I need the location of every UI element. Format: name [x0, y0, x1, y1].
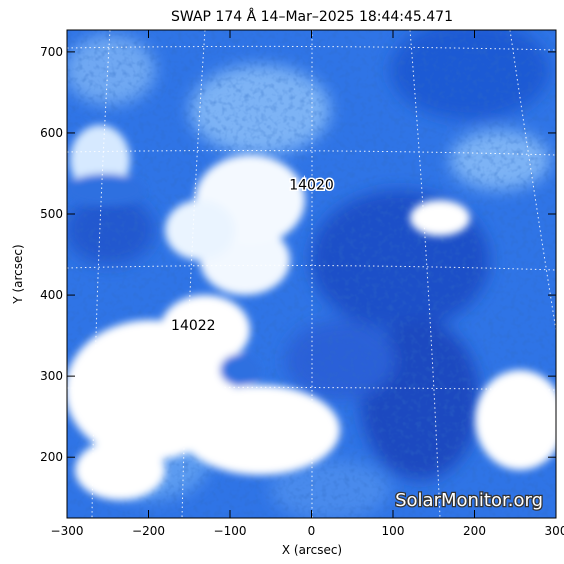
y-tick-label: 700	[40, 45, 63, 59]
euv-solar-image	[67, 30, 556, 518]
x-tick-label: −300	[51, 524, 84, 538]
y-axis-label: Y (arcsec)	[11, 244, 25, 304]
x-axis-ticks: −300 −200 −100 0 100 200 300	[51, 30, 564, 538]
y-tick-label: 400	[40, 288, 63, 302]
coordinate-grid	[67, 30, 556, 518]
active-region-label: 14020	[289, 178, 334, 194]
y-tick-label: 500	[40, 207, 63, 221]
y-tick-label: 300	[40, 369, 63, 383]
y-tick-label: 200	[40, 450, 63, 464]
x-tick-label: −100	[214, 524, 247, 538]
active-region-labels: 14020 14022	[170, 176, 336, 335]
y-tick-label: 600	[40, 126, 63, 140]
x-tick-label: 0	[308, 524, 316, 538]
y-axis-ticks: 200 300 400 500 600 700	[40, 45, 556, 464]
x-tick-label: −200	[132, 524, 165, 538]
x-axis-label: X (arcsec)	[282, 543, 342, 557]
x-tick-label: 300	[545, 524, 564, 538]
active-region-label: 14022	[171, 318, 216, 334]
x-tick-label: 200	[463, 524, 486, 538]
figure-title: SWAP 174 Å 14–Mar–2025 18:44:45.471	[171, 8, 453, 25]
x-tick-label: 100	[382, 524, 405, 538]
solarmonitor-watermark: SolarMonitor.org	[395, 490, 543, 511]
active-region-bright	[67, 125, 556, 500]
